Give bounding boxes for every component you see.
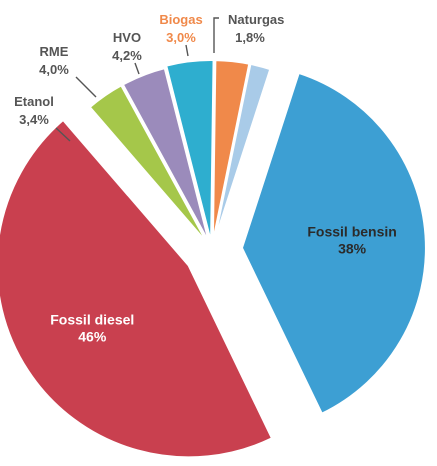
- leader-lines: [55, 17, 219, 142]
- slice-fossil-bensin: [240, 71, 427, 416]
- slice-name-hvo: HVO: [113, 30, 141, 45]
- slice-name-biogas: Biogas: [159, 12, 202, 27]
- slice-value-biogas: 3,0%: [166, 30, 196, 45]
- slice-name-rme: RME: [40, 44, 69, 59]
- slice-naturgas: [213, 62, 272, 243]
- leader-line-rme: [75, 76, 97, 98]
- slice-rme: [121, 66, 211, 244]
- leader-line-etanol: [55, 127, 71, 142]
- leader-line-hvo: [134, 62, 140, 75]
- slice-value-naturgas: 1,8%: [235, 30, 265, 45]
- pie-slices: [0, 59, 427, 459]
- slice-name-etanol: Etanol: [14, 94, 54, 109]
- slice-hvo: [164, 59, 215, 243]
- slice-fossil-diesel: [0, 118, 274, 459]
- slice-value-etanol: 3,4%: [19, 112, 49, 127]
- slice-value-fossil-diesel: 46%: [78, 329, 107, 345]
- slice-name-naturgas: Naturgas: [228, 12, 284, 27]
- slice-name-fossil-diesel: Fossil diesel: [50, 312, 134, 328]
- slice-name-fossil-bensin: Fossil bensin: [307, 224, 396, 240]
- leader-line-biogas: [185, 44, 189, 57]
- slice-value-rme: 4,0%: [39, 62, 69, 77]
- slice-etanol: [88, 84, 209, 245]
- slice-value-fossil-bensin: 38%: [338, 241, 367, 257]
- slice-biogas: [211, 59, 251, 243]
- slice-value-hvo: 4,2%: [112, 48, 142, 63]
- leader-line-naturgas: [213, 17, 219, 53]
